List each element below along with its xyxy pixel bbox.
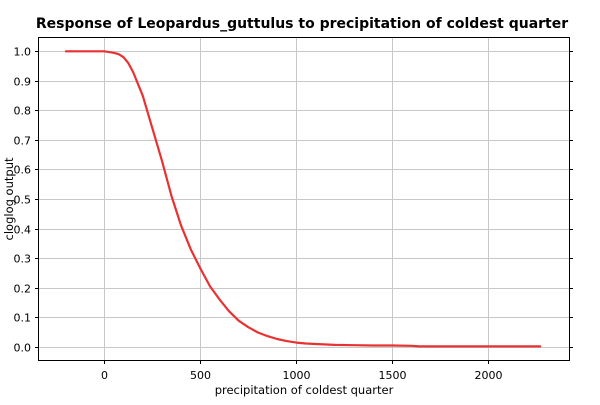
plot-frame [38, 37, 570, 361]
y-axis-label: cloglog output [2, 157, 16, 240]
y-tick-label: 0.0 [14, 342, 32, 355]
y-tick-label: 0.5 [14, 194, 32, 207]
x-tick-labels: 0 500 1000 1500 2000 [101, 369, 503, 382]
grid-layer [39, 38, 569, 360]
x-tick-label: 1500 [379, 369, 407, 382]
x-tick-label: 2000 [475, 369, 503, 382]
chart-title: Response of Leopardus_guttulus to precip… [36, 16, 568, 32]
y-tick-label: 0.8 [14, 105, 32, 118]
x-tick-label: 500 [190, 369, 211, 382]
y-tick-label: 0.4 [14, 224, 32, 237]
series-layer [64, 50, 542, 348]
y-tick-label: 0.6 [14, 164, 32, 177]
y-tick-label: 0.9 [14, 76, 32, 89]
y-tick-labels: 0.0 0.1 0.2 0.3 0.4 0.5 0.6 0.7 0.8 0.9 1.0 [14, 46, 32, 355]
x-axis-label: precipitation of coldest quarter [215, 383, 394, 397]
y-tick-label: 0.1 [14, 312, 32, 325]
y-tick-label: 1.0 [14, 46, 32, 59]
response-curve [64, 50, 542, 348]
x-tick-label: 0 [101, 369, 108, 382]
y-tick-label: 0.7 [14, 135, 32, 148]
y-tick-label: 0.2 [14, 283, 32, 296]
y-tick-label: 0.3 [14, 253, 32, 266]
x-tick-label: 1000 [283, 369, 311, 382]
